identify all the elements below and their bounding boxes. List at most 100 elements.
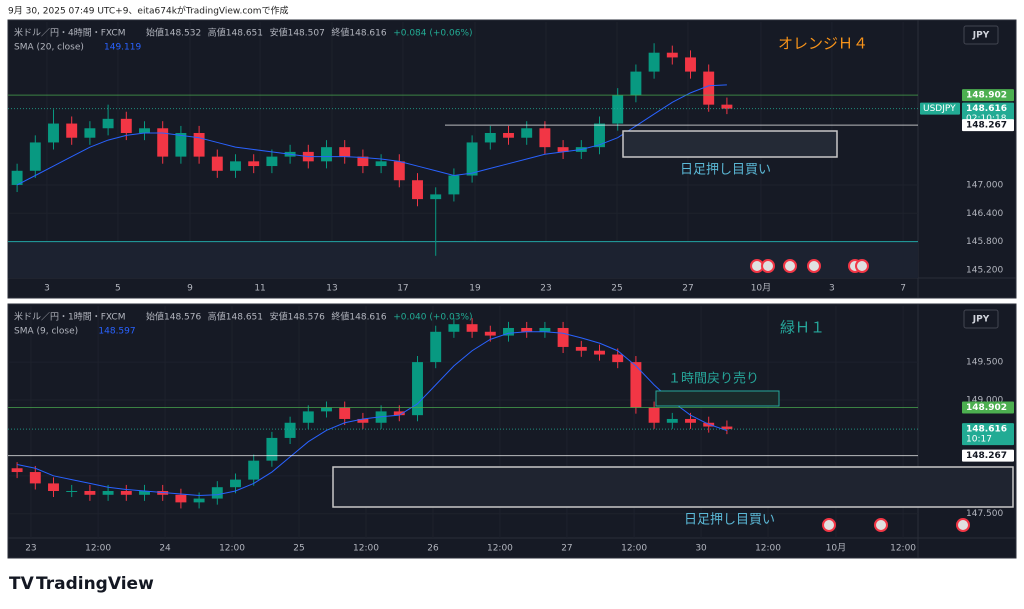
x-tick-label: 10月: [751, 283, 771, 294]
candle-body: [648, 407, 660, 423]
x-tick-label: 12:00: [487, 544, 513, 554]
zone-box: [622, 130, 838, 158]
candle-body: [448, 324, 460, 332]
candle-body: [211, 156, 223, 171]
candle-body: [448, 175, 460, 195]
event-icon: [807, 259, 821, 273]
x-tick-label: 11: [254, 284, 265, 294]
x-tick-label: 23: [540, 284, 551, 294]
candle-body: [66, 490, 78, 492]
y-tick-label: 147.500: [966, 509, 1003, 519]
candle-body: [466, 142, 478, 176]
candle-body: [393, 161, 405, 181]
candle-body: [521, 128, 533, 138]
price-tag: [962, 401, 1014, 414]
x-tick-label: 12:00: [621, 544, 647, 554]
ohlc-legend: 高値148.651: [208, 311, 263, 323]
x-tick-label: 5: [115, 284, 121, 294]
price-tag: [962, 119, 1014, 132]
price-label: 148.616: [966, 425, 1007, 435]
event-icon: [855, 259, 869, 273]
ohlc-legend: 終値148.616: [331, 27, 386, 39]
annotation-text: 日足押し目買い: [684, 513, 775, 528]
candle-body: [11, 468, 23, 473]
candle-body: [11, 170, 23, 185]
ohlc-legend: 安値148.507: [270, 27, 325, 39]
candle-body: [412, 362, 423, 416]
candle-body: [412, 180, 423, 200]
candle-body: [48, 123, 59, 143]
x-tick-label: 3: [829, 284, 835, 294]
candle-body: [211, 487, 223, 499]
x-tick-label: 9: [187, 284, 193, 294]
candle-body: [503, 327, 514, 336]
ohlc-legend: 高値148.651: [208, 27, 263, 39]
y-tick-label: 145.800: [966, 237, 1003, 247]
symbol-tag: [920, 102, 960, 115]
price-tag: [962, 449, 1014, 462]
candle-body: [685, 57, 696, 72]
candle-body: [321, 147, 332, 162]
candle-body: [666, 418, 678, 423]
candle-body: [594, 350, 605, 355]
price-tag: [962, 423, 1014, 446]
candle-body: [66, 123, 78, 138]
ohlc-legend: 始値148.576: [146, 311, 201, 323]
candle-body: [594, 123, 605, 148]
candle-body: [248, 460, 260, 480]
sma-line: [16, 84, 727, 186]
candle-body: [48, 483, 59, 491]
symbol-tag-label: USDJPY: [923, 104, 956, 114]
x-tick-label: 27: [561, 544, 572, 554]
x-tick-label: 12:00: [890, 544, 916, 554]
x-tick-label: 30: [695, 544, 707, 554]
currency: JPY: [972, 315, 990, 325]
x-tick-label: 25: [293, 544, 304, 554]
x-tick-label: 12:00: [755, 544, 781, 554]
candle-body: [230, 479, 241, 488]
currency: JPY: [972, 31, 990, 41]
annotation-title: 緑Ｈ１: [780, 319, 825, 337]
candle-body: [575, 346, 587, 351]
candle-body: [612, 354, 624, 363]
candle-body: [685, 418, 696, 423]
candle-body: [193, 498, 205, 503]
candle-body: [84, 490, 96, 495]
x-tick-label: 17: [397, 284, 408, 294]
candle-body: [630, 71, 642, 96]
y-tick-label: 149.000: [966, 396, 1003, 406]
candle-body: [484, 132, 496, 143]
x-tick-label: 7: [900, 284, 906, 294]
x-tick-label: 10月: [826, 543, 846, 554]
caption: 9月 30, 2025 07:49 UTC+9、eita674kがTrading…: [8, 5, 289, 17]
annotation-text: １時間戻り売り: [668, 371, 759, 387]
candle-body: [339, 407, 351, 419]
candle-body: [266, 437, 278, 461]
x-tick-label: 26: [427, 544, 439, 554]
candle-body: [539, 128, 551, 148]
y-tick-label: 146.400: [966, 209, 1003, 219]
x-tick-label: 12:00: [219, 544, 245, 554]
logo: TV: [9, 574, 35, 594]
ohlc-legend: +0.040 (+0.03%): [393, 313, 472, 323]
event-icon: [874, 518, 888, 532]
event-icon: [956, 518, 970, 532]
candle-body: [630, 362, 642, 408]
candle-body: [430, 194, 442, 200]
symbol: 米ドル／円・1時間・FXCM: [14, 311, 125, 323]
candle-body: [157, 128, 169, 157]
candle-body: [175, 132, 187, 157]
candle-body: [284, 422, 296, 438]
ohlc-legend: 安値148.576: [270, 311, 325, 323]
candle-body: [648, 52, 660, 72]
price-label: 148.267: [966, 121, 1007, 131]
candle-body: [557, 147, 569, 152]
price-label: 148.616: [966, 104, 1007, 114]
candle-body: [375, 161, 387, 167]
y-tick-label: 145.200: [966, 265, 1003, 275]
sma-line: [16, 331, 728, 497]
candle-body: [721, 426, 733, 430]
x-tick-label: 12:00: [85, 544, 111, 554]
x-tick-label: 19: [469, 284, 481, 294]
